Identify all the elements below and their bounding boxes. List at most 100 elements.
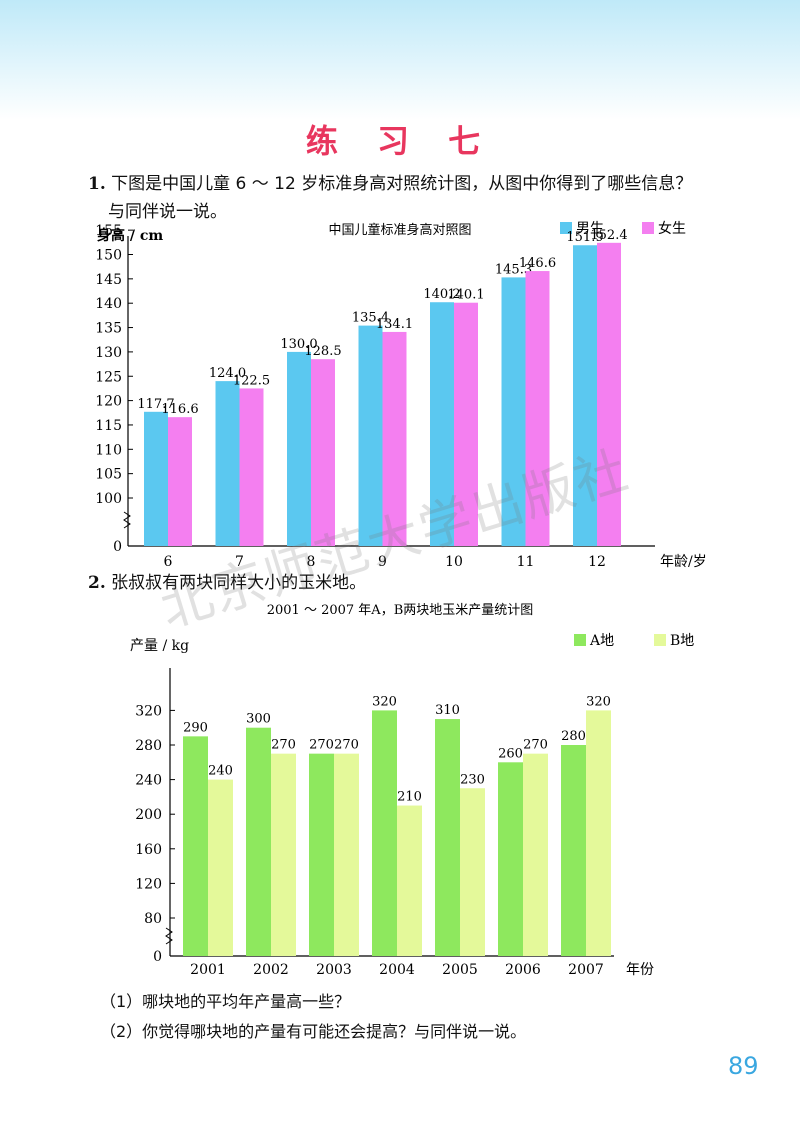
bar [358, 325, 383, 546]
data-label: 320 [372, 694, 397, 709]
y-tick-label: 200 [135, 807, 162, 823]
bar [334, 753, 359, 956]
legend-swatch [654, 634, 666, 646]
data-label: 140.1 [447, 288, 484, 303]
data-label: 270 [309, 738, 334, 753]
data-label: 140.2 [423, 287, 460, 302]
data-label: 230 [460, 772, 485, 787]
chart-title: 2001 ～ 2007 年A，B两块地玉米产量统计图 [267, 603, 534, 618]
y-tick-label: 105 [95, 467, 122, 483]
bar [372, 710, 397, 956]
x-tick-label: 11 [517, 554, 535, 570]
y-tick-label: 140 [95, 296, 122, 312]
data-label: 320 [586, 694, 611, 709]
bar [561, 745, 586, 956]
bar [525, 271, 550, 546]
bar [460, 788, 485, 956]
question-2-text: 张叔叔有两块同样大小的玉米地。 [111, 573, 367, 593]
y-axis-label: 产量 / kg [130, 638, 189, 654]
x-tick-label: 12 [588, 554, 606, 570]
legend-label: 女生 [658, 220, 686, 237]
axis-break [165, 927, 173, 945]
y-tick-label: 280 [135, 738, 162, 754]
sub-question-1: （1）哪块地的平均年产量高一些？ [100, 992, 351, 1011]
bar [435, 719, 460, 956]
bar [597, 242, 621, 546]
y-tick-label: 320 [135, 703, 162, 719]
bar [397, 805, 422, 956]
y-tick-label: 100 [95, 491, 122, 507]
bar [183, 736, 208, 956]
data-label: 152.4 [590, 228, 627, 243]
question-2: 2. 张叔叔有两块同样大小的玉米地。 [88, 568, 366, 593]
bar [454, 302, 478, 546]
y-tick-label: 150 [95, 248, 122, 264]
legend-swatch [560, 222, 572, 234]
bar [215, 381, 240, 546]
question-1: 1. 下图是中国儿童 6 ～ 12 岁标准身高对照统计图，从图中你得到了哪些信息… [88, 170, 692, 226]
data-label: 210 [397, 790, 422, 805]
bar [501, 277, 526, 546]
question-2-number: 2. [88, 573, 106, 593]
y-tick-label: 110 [95, 442, 122, 458]
y-tick-label: 115 [95, 418, 122, 434]
y-tick-label: 120 [135, 876, 162, 892]
x-tick-label: 2003 [316, 962, 352, 978]
data-label: 290 [183, 720, 208, 735]
data-label: 130.0 [280, 337, 317, 352]
x-tick-label: 2005 [442, 962, 478, 978]
y-tick-label: 125 [95, 369, 122, 385]
header-band [0, 0, 800, 120]
data-label: 270 [334, 738, 359, 753]
chart-title: 中国儿童标准身高对照图 [328, 222, 471, 238]
legend-label: B地 [670, 633, 694, 649]
data-label: 260 [498, 746, 523, 761]
x-tick-label: 2004 [379, 962, 415, 978]
bar [287, 351, 311, 546]
data-label: 128.5 [304, 344, 341, 359]
y-tick-label: 155 [95, 223, 122, 239]
data-label: 310 [435, 703, 460, 718]
page-number: 89 [728, 1052, 759, 1080]
data-label: 122.5 [233, 373, 270, 388]
y-tick-label: 145 [95, 272, 122, 288]
y-tick-label: 80 [144, 911, 162, 927]
sub-question-2: （2）你觉得哪块地的产量有可能还会提高？与同伴说一说。 [100, 1022, 527, 1041]
y-tick-label: 0 [113, 539, 122, 555]
data-label: 151.9 [566, 230, 603, 245]
data-label: 135.4 [352, 311, 389, 326]
data-label: 270 [523, 738, 548, 753]
data-label: 300 [246, 712, 271, 727]
y-tick-label: 240 [135, 773, 162, 789]
data-label: 146.6 [519, 256, 556, 271]
y-tick-label: 160 [135, 842, 162, 858]
x-tick-label: 2002 [253, 962, 289, 978]
legend-swatch [642, 222, 654, 234]
y-tick-label: 0 [153, 949, 162, 965]
legend-label: A地 [589, 633, 614, 649]
data-label: 280 [561, 729, 586, 744]
y-tick-label: 135 [95, 321, 122, 337]
bar [271, 753, 296, 956]
x-axis-label: 年龄/岁 [660, 554, 707, 570]
legend-swatch [574, 634, 586, 646]
question-1-text-line1: 下图是中国儿童 6 ～ 12 岁标准身高对照统计图，从图中你得到了哪些信息？ [111, 174, 693, 194]
x-tick-label: 6 [164, 554, 173, 570]
bar [498, 762, 523, 956]
page-title: 练 习 七 [305, 122, 495, 160]
bar [239, 388, 264, 546]
axis-break [123, 511, 131, 529]
bar [311, 359, 335, 546]
bar [382, 331, 407, 546]
bar [144, 411, 168, 546]
x-tick-label: 8 [307, 554, 316, 570]
bar [168, 417, 192, 546]
x-tick-label: 10 [445, 554, 463, 570]
question-1-number: 1. [88, 174, 106, 194]
data-label: 116.6 [161, 402, 198, 417]
data-label: 117.7 [137, 397, 174, 412]
bar [246, 727, 271, 956]
data-label: 124.0 [209, 366, 246, 381]
x-tick-label: 9 [378, 554, 387, 570]
